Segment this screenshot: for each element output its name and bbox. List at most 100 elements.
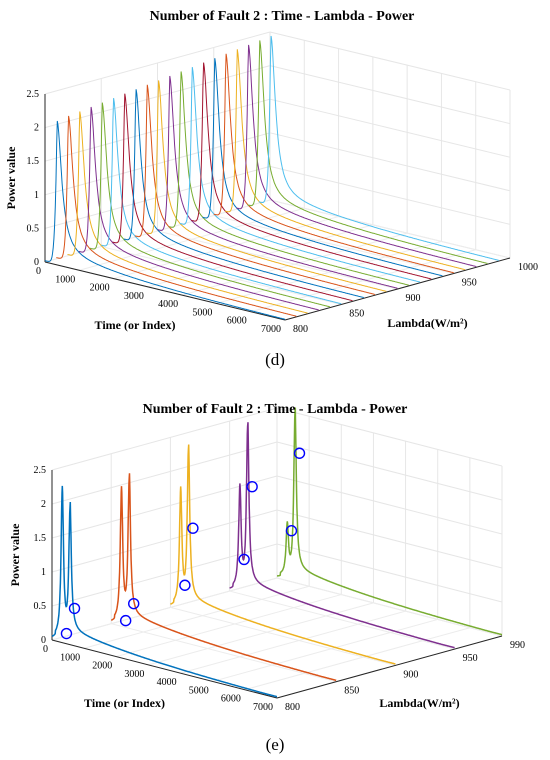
fault-marker-990-0 (285, 525, 298, 537)
grid-line-z-side-3 (51, 475, 278, 539)
y-tick-label-3: 950 (462, 278, 477, 289)
grid-line-z-side-5 (51, 407, 278, 471)
z-tick-label-2: 1 (41, 567, 46, 578)
y-axis-label: Lambda(W/m²) (379, 696, 459, 710)
x-axis-label: Time (or Index) (84, 696, 165, 710)
grid-line-z-side-5 (44, 31, 271, 95)
y-axis-label: Lambda(W/m²) (387, 316, 467, 330)
x-axis-line (51, 639, 278, 699)
grid-line-z-back-4 (276, 441, 503, 501)
z-tick-label-3: 1.5 (27, 156, 40, 167)
series-line-870 (123, 89, 364, 299)
grid-line-x-floor-4 (180, 610, 406, 674)
chart-e-svg: 0 0.5 1 1.5 2 2.5 0 1000 2000 3000 4000 5000 6000 700… (8, 402, 525, 754)
grid-line-z-side-1 (44, 165, 271, 229)
grid-line-x-floor-1 (84, 585, 310, 649)
grid-line-z-back-1 (269, 165, 511, 225)
series-line-880 (134, 84, 376, 295)
series-line-850 (101, 98, 342, 305)
series-line-960 (224, 49, 466, 271)
series-line-840 (89, 102, 331, 308)
z-tick-label-0: 0 (41, 635, 46, 646)
y-tick-label-0: 800 (285, 702, 300, 713)
grid-line-z-back-4 (269, 65, 511, 125)
series-line-950 (229, 422, 455, 649)
fault-marker-950-1 (246, 480, 258, 493)
series-line-910 (168, 71, 409, 286)
chart-d-svg: 0 0.5 1 1.5 2 2.5 0 1000 2000 3000 4000 5000 6000 700… (4, 9, 538, 369)
grid-line-z-side-2 (51, 509, 278, 573)
series-line-890 (146, 80, 387, 292)
series-line-990 (258, 35, 499, 261)
z-tick-label-4: 2 (41, 499, 46, 510)
grid-line-z-back-3 (276, 475, 503, 535)
grid-line-z-side-4 (44, 65, 271, 129)
fault-marker-850-0 (119, 614, 132, 627)
grid-line-z-back-2 (269, 132, 511, 192)
chart-panel-d: 0 0.5 1 1.5 2 2.5 0 1000 2000 3000 4000 5000 6000 700… (4, 9, 538, 369)
series-line-900 (170, 444, 396, 665)
fault-marker-800-0 (60, 627, 73, 640)
y-tick-label-0: 800 (293, 324, 308, 335)
y-tick-label-4: 990 (510, 640, 525, 651)
x-tick-label-4: 4000 (157, 677, 177, 688)
grid-line-z-back-5 (276, 407, 503, 467)
y-tick-label-1: 850 (349, 309, 364, 320)
series-line-860 (112, 93, 353, 302)
grid-line-z-back-1 (276, 543, 503, 603)
y-axis-line (276, 635, 503, 699)
z-tick-label-5: 2.5 (34, 465, 47, 476)
series-line-940 (202, 58, 443, 277)
grid-line-z-back-2 (276, 509, 503, 569)
grid-line-x-floor-6 (244, 627, 470, 691)
z-axis-label: Power value (4, 146, 18, 209)
x-tick-label-3: 3000 (124, 291, 144, 302)
y-tick-label-2: 900 (406, 293, 421, 304)
z-tick-label-1: 0.5 (27, 223, 40, 234)
series-line-920 (179, 67, 421, 283)
series-line-800 (44, 120, 286, 320)
z-tick-label-0: 0 (34, 257, 39, 268)
z-tick-label-5: 2.5 (27, 89, 40, 100)
series-line-950 (213, 53, 454, 274)
z-tick-label-3: 1.5 (34, 533, 47, 544)
series-line-990 (277, 407, 502, 636)
y-tick-label-4: 1000 (518, 262, 538, 273)
grid-line-z-back-3 (269, 98, 511, 158)
z-tick-label-2: 1 (34, 190, 39, 201)
grid-line-y-floor-1 (111, 623, 337, 683)
series-line-820 (67, 111, 308, 314)
x-tick-label-6: 6000 (221, 694, 241, 705)
x-tick-label-0: 0 (36, 266, 41, 277)
series-line-800 (51, 485, 277, 698)
figure-caption: (d) (265, 350, 285, 369)
fault-marker-990-1 (293, 447, 306, 459)
x-tick-label-4: 4000 (158, 299, 178, 310)
y-tick-label-1: 850 (344, 686, 359, 697)
x-tick-label-2: 2000 (92, 661, 112, 672)
fault-marker-900-0 (179, 579, 191, 591)
figure-caption: (e) (266, 735, 285, 754)
series-line-900 (157, 75, 398, 289)
series-line-970 (236, 44, 477, 267)
grid-line-y-floor-3 (229, 590, 455, 650)
y-tick-label-3: 950 (463, 653, 478, 664)
grid-line-z-side-4 (51, 441, 278, 505)
x-tick-label-2: 2000 (90, 283, 110, 294)
fault-marker-950-0 (238, 553, 250, 566)
grid-line-x-floor-2 (116, 594, 342, 658)
x-tick-label-1: 1000 (55, 274, 75, 285)
grid-line-y-floor-4 (276, 577, 503, 637)
x-tick-label-1: 1000 (60, 652, 80, 663)
series-line-930 (191, 62, 432, 280)
x-tick-label-7: 7000 (261, 324, 281, 335)
grid-line-y-floor-2 (157, 230, 398, 290)
grid-line-z-side-1 (51, 543, 278, 607)
grid-line-x-floor-5 (212, 618, 438, 682)
grid-line-x-floor-0 (51, 577, 278, 641)
grid-line-z-back-5 (269, 31, 511, 91)
series-line-980 (247, 40, 488, 264)
z-tick-label-4: 2 (34, 123, 39, 134)
series-line-850 (110, 473, 337, 682)
x-tick-label-0: 0 (43, 644, 48, 655)
